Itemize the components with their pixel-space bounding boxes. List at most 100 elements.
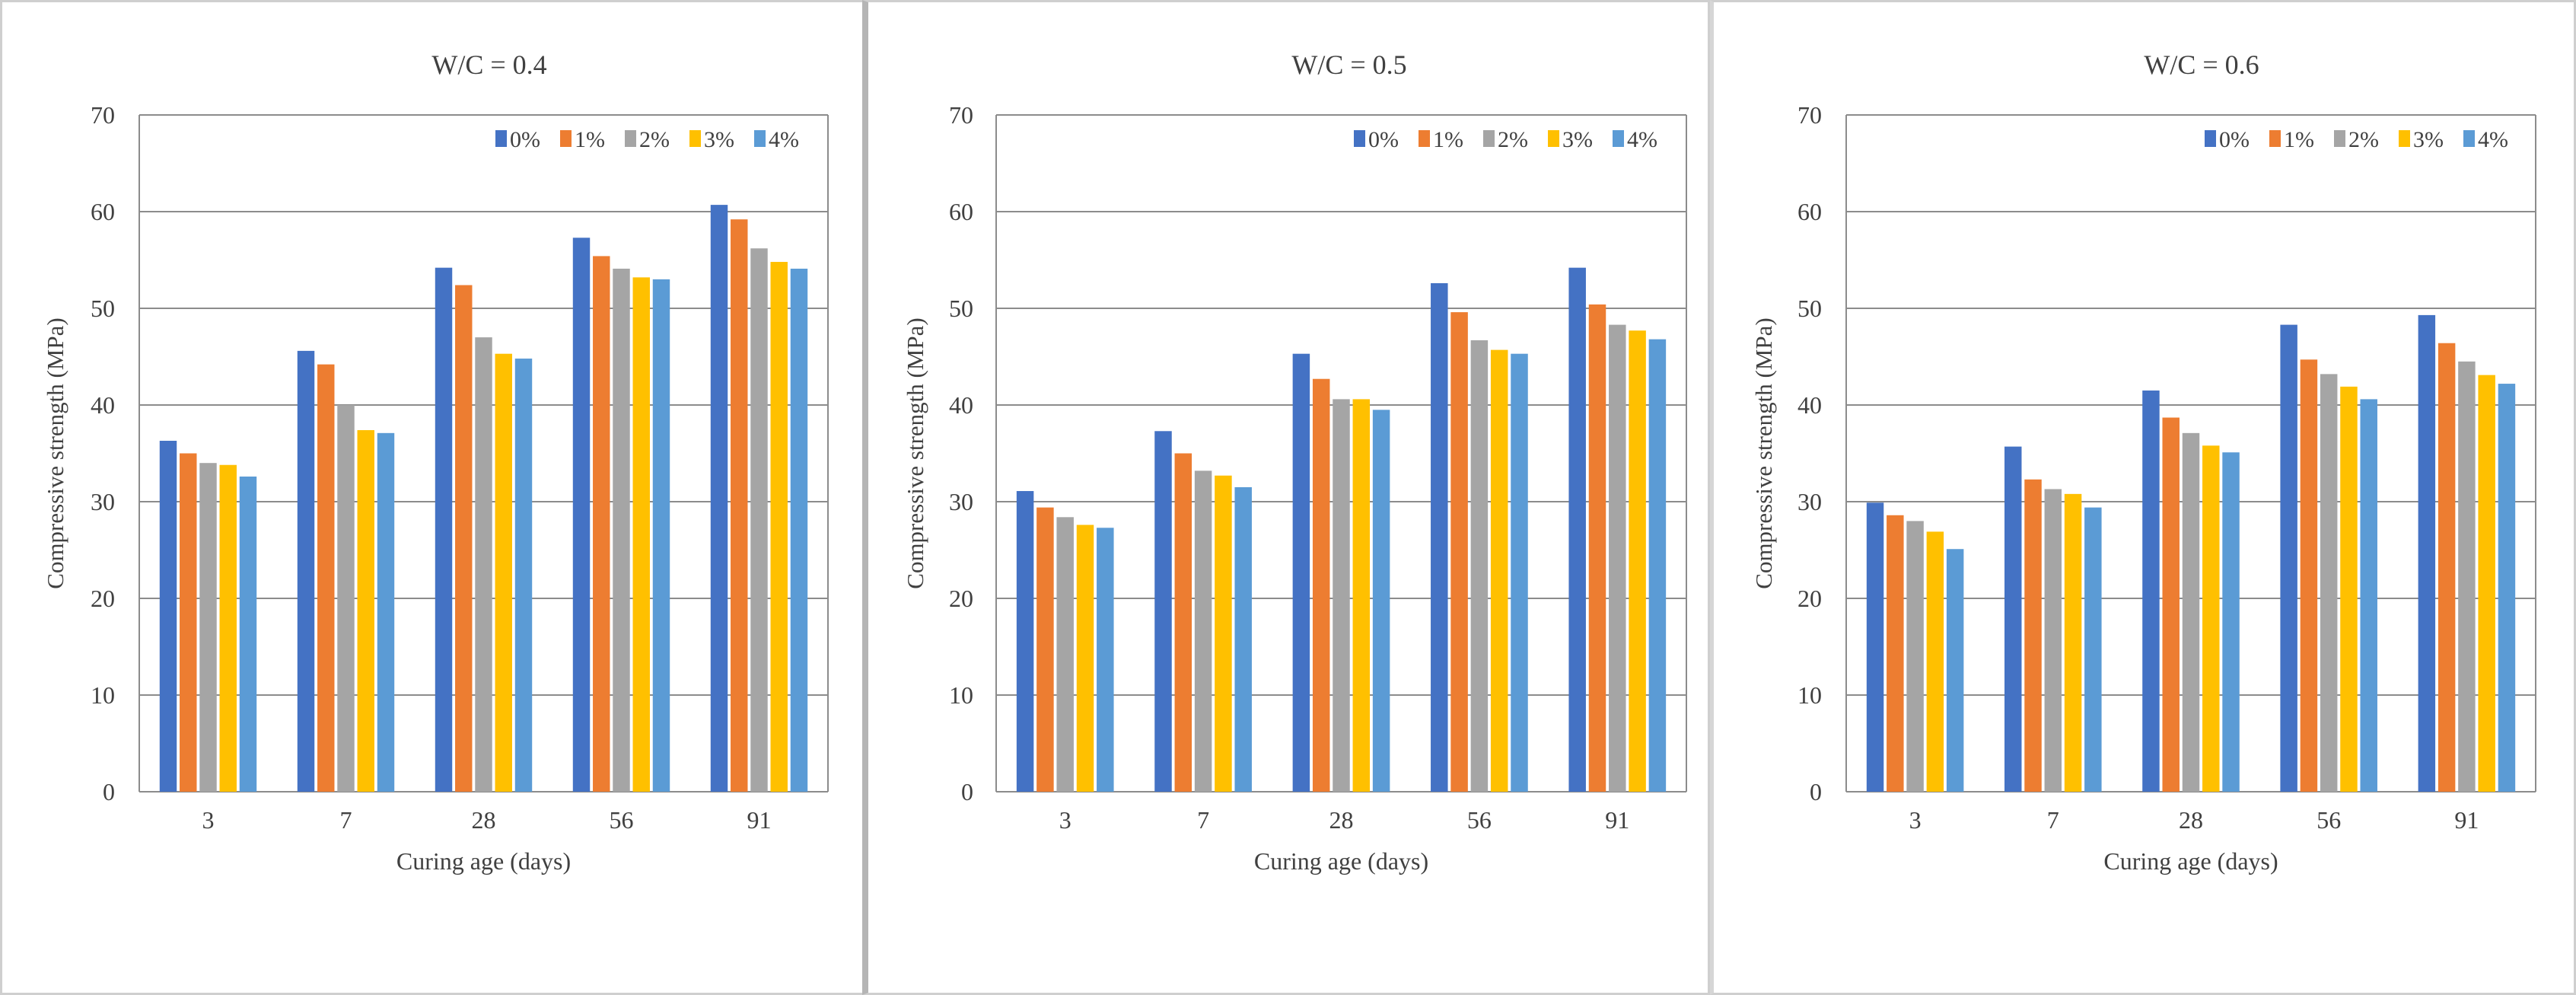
bar-2pct-7 (2044, 489, 2062, 792)
bar-0pct-3 (159, 440, 177, 792)
y-tick-label: 0 (961, 778, 973, 805)
legend-swatch-3pct (689, 130, 701, 147)
bar-2pct-7 (337, 405, 355, 792)
legend-label: 2% (1498, 127, 1528, 152)
y-tick-label: 10 (1797, 681, 1822, 709)
bar-3pct-3 (1926, 531, 1944, 792)
chart-panel-wc-0-6: W/C = 0.6 0 10 20 30 40 50 60 70 Compressive stre… (1710, 0, 2576, 995)
bar-1pct-7 (1174, 453, 1192, 792)
legend-swatch-1pct (2269, 130, 2281, 147)
chart-panel-wc-0-4: W/C = 0.4 0 10 20 30 40 50 60 70 Compressive stre… (0, 0, 862, 995)
x-tick-label: 91 (747, 806, 772, 834)
legend-swatch-3pct (2399, 130, 2410, 147)
bar-0pct-7 (1154, 431, 1172, 792)
legend-swatch-4pct (1613, 130, 1624, 147)
legend-label: 1% (1433, 127, 1463, 152)
bar-1pct-3 (180, 453, 197, 792)
bar-1pct-28 (2162, 417, 2180, 792)
x-tick-label: 3 (1909, 806, 1922, 834)
bar-2pct-28 (2182, 432, 2200, 792)
legend-swatch-4pct (754, 130, 766, 147)
bar-0pct-7 (297, 350, 315, 792)
legend-swatch-0pct (1354, 130, 1365, 147)
legend-swatch-2pct (2334, 130, 2345, 147)
bar-2pct-28 (1333, 399, 1350, 792)
legend-label: 3% (1562, 127, 1593, 152)
y-tick-label: 20 (1797, 585, 1822, 612)
legend-label: 0% (510, 127, 540, 152)
bar-0pct-3 (1016, 491, 1034, 792)
bar-1pct-56 (1450, 312, 1468, 792)
x-axis-title: Curing age (days) (1254, 847, 1428, 875)
y-tick-label: 70 (91, 101, 115, 129)
y-tick-label: 40 (949, 391, 973, 419)
bar-2pct-91 (2458, 361, 2476, 792)
legend-label: 0% (2219, 127, 2250, 152)
bar-4pct-3 (239, 476, 257, 792)
y-tick-label: 70 (1797, 101, 1822, 129)
y-tick-label: 30 (91, 488, 115, 515)
x-tick-label: 28 (2179, 806, 2203, 834)
bar-0pct-56 (572, 238, 591, 792)
bar-3pct-7 (2064, 493, 2082, 792)
bar-1pct-28 (455, 285, 473, 792)
bar-0pct-56 (1431, 282, 1448, 792)
legend-swatch-3pct (1548, 130, 1559, 147)
bar-4pct-7 (2084, 507, 2102, 792)
y-tick-label: 70 (949, 101, 973, 129)
x-tick-label: 7 (1197, 806, 1209, 834)
bar-0pct-91 (1568, 267, 1586, 792)
bar-2pct-56 (613, 268, 630, 792)
y-tick-label: 60 (91, 198, 115, 225)
chart-wc-0-6: W/C = 0.6 0 10 20 30 40 50 60 70 Compressive stre… (1750, 49, 2536, 875)
bar-3pct-56 (2340, 386, 2358, 792)
y-tick-label: 20 (91, 585, 115, 612)
bar-4pct-7 (1234, 486, 1252, 792)
bar-3pct-91 (2478, 375, 2495, 792)
legend-swatch-2pct (625, 130, 636, 147)
bar-1pct-7 (317, 364, 335, 792)
x-tick-label: 3 (202, 806, 215, 834)
y-tick-label: 10 (91, 681, 115, 709)
x-axis-title: Curing age (days) (396, 847, 571, 875)
bar-3pct-28 (495, 353, 512, 792)
y-tick-label: 30 (949, 488, 973, 515)
bar-2pct-7 (1194, 470, 1212, 792)
bar-1pct-56 (593, 256, 610, 792)
bar-4pct-91 (790, 268, 808, 792)
bar-2pct-56 (2320, 374, 2338, 792)
y-tick-label: 40 (1797, 391, 1822, 419)
bar-1pct-56 (2300, 359, 2318, 792)
bar-0pct-56 (2280, 324, 2297, 792)
legend-label: 2% (639, 127, 670, 152)
bar-4pct-56 (652, 279, 670, 792)
legend-label: 4% (2478, 127, 2508, 152)
bar-3pct-56 (1490, 349, 1508, 792)
bar-1pct-91 (731, 219, 748, 792)
bar-1pct-3 (1036, 507, 1054, 792)
bar-3pct-3 (219, 464, 237, 792)
y-tick-label: 50 (1797, 295, 1822, 322)
bar-1pct-91 (2437, 343, 2456, 792)
legend-swatch-0pct (495, 130, 507, 147)
bar-4pct-3 (1946, 549, 1964, 792)
legend-label: 4% (1627, 127, 1657, 152)
bar-4pct-28 (514, 359, 533, 792)
y-axis-title: Compressive strength (MPa) (1750, 317, 1777, 588)
legend-label: 4% (769, 127, 799, 152)
legend-swatch-0pct (2205, 130, 2216, 147)
bar-2pct-91 (750, 248, 768, 792)
chart-panel-wc-0-5: W/C = 0.5 0 10 20 30 40 50 60 70 Compressive stre… (862, 0, 1710, 995)
bar-2pct-3 (1056, 517, 1074, 792)
bar-0pct-28 (2142, 390, 2160, 792)
bar-4pct-3 (1097, 528, 1114, 792)
bar-3pct-7 (357, 430, 374, 792)
bar-1pct-91 (1588, 304, 1606, 792)
bar-2pct-3 (1906, 521, 1924, 792)
y-tick-label: 50 (949, 295, 973, 322)
bar-0pct-3 (1866, 502, 1884, 792)
bar-1pct-3 (1887, 515, 1904, 792)
chart-wc-0-4: W/C = 0.4 0 10 20 30 40 50 60 70 Compressive stre… (42, 49, 829, 875)
x-tick-label: 3 (1059, 806, 1071, 834)
bar-0pct-7 (2004, 446, 2022, 792)
